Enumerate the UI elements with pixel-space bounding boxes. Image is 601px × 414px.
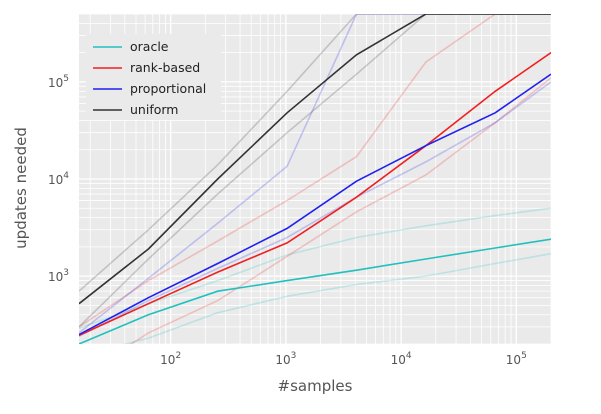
y-tick-label: 105 [48, 74, 69, 90]
legend: oracle rank-based proportional uniform [86, 34, 221, 120]
proportional-band-line [79, 14, 551, 334]
confidence-bands [79, 14, 551, 344]
legend-label-rank-based: rank-based [130, 60, 200, 75]
oracle-band-line [122, 252, 551, 344]
proportional-band-line [79, 81, 551, 338]
uniform-series-line [79, 14, 551, 305]
y-tick-label: 103 [48, 268, 69, 284]
x-tick-labels: 102 103 104 105 [160, 351, 527, 367]
oracle-series-line [79, 238, 551, 344]
uniform-band-line [79, 14, 551, 292]
x-tick-label: 103 [275, 351, 296, 367]
legend-label-uniform: uniform [130, 102, 178, 117]
x-tick-label: 102 [160, 351, 181, 367]
legend-label-oracle: oracle [130, 39, 169, 54]
rank-based-band-line [129, 77, 551, 344]
rank-based-band-line [79, 14, 551, 328]
rank-based-series-line [79, 51, 551, 337]
x-tick-label: 104 [391, 351, 412, 367]
x-tick-label: 105 [506, 351, 527, 367]
oracle-band-line [79, 207, 551, 330]
y-tick-labels: 103 104 105 [48, 74, 69, 284]
proportional-series-line [79, 73, 551, 336]
series-lines [79, 14, 551, 344]
y-axis-label: updates needed [12, 127, 30, 249]
x-axis-label: #samples [278, 377, 353, 395]
uniform-band-line [79, 14, 551, 328]
legend-label-proportional: proportional [130, 81, 206, 96]
legend-box [86, 34, 221, 120]
y-tick-label: 104 [48, 171, 69, 187]
